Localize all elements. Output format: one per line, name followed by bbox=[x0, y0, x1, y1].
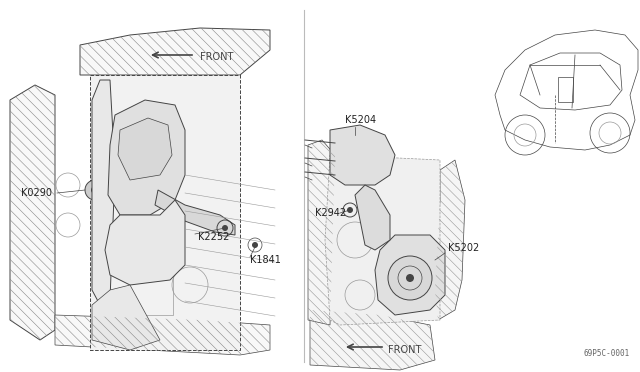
Polygon shape bbox=[108, 100, 185, 215]
Text: K0290: K0290 bbox=[21, 188, 52, 198]
Polygon shape bbox=[308, 140, 335, 325]
Polygon shape bbox=[355, 185, 390, 250]
Polygon shape bbox=[310, 310, 435, 370]
Text: FRONT: FRONT bbox=[200, 52, 234, 62]
Text: K1841: K1841 bbox=[250, 255, 281, 265]
Polygon shape bbox=[55, 315, 270, 355]
Polygon shape bbox=[10, 85, 55, 340]
Text: K5202: K5202 bbox=[448, 243, 479, 253]
Polygon shape bbox=[118, 118, 172, 180]
Polygon shape bbox=[105, 200, 185, 285]
Polygon shape bbox=[10, 85, 55, 340]
Polygon shape bbox=[80, 28, 270, 75]
Polygon shape bbox=[92, 285, 160, 350]
Bar bbox=[108, 265, 173, 315]
Circle shape bbox=[388, 256, 432, 300]
Text: FRONT: FRONT bbox=[388, 345, 421, 355]
Polygon shape bbox=[325, 155, 440, 325]
Polygon shape bbox=[155, 190, 235, 235]
Circle shape bbox=[406, 274, 414, 282]
Polygon shape bbox=[55, 315, 270, 355]
Bar bbox=[558, 77, 573, 102]
Text: K2252: K2252 bbox=[198, 232, 229, 242]
Polygon shape bbox=[80, 28, 270, 75]
Circle shape bbox=[91, 186, 99, 194]
Polygon shape bbox=[92, 80, 115, 305]
Text: 69P5C-0001: 69P5C-0001 bbox=[584, 349, 630, 358]
Text: K2942: K2942 bbox=[315, 208, 346, 218]
Circle shape bbox=[347, 207, 353, 213]
Polygon shape bbox=[330, 125, 395, 185]
Circle shape bbox=[85, 180, 105, 200]
Polygon shape bbox=[435, 160, 465, 320]
Polygon shape bbox=[375, 235, 445, 315]
Circle shape bbox=[252, 242, 258, 248]
Circle shape bbox=[222, 225, 228, 231]
Polygon shape bbox=[435, 160, 465, 320]
Polygon shape bbox=[90, 75, 240, 350]
Text: K5204: K5204 bbox=[345, 115, 376, 125]
Polygon shape bbox=[308, 140, 335, 325]
Polygon shape bbox=[310, 310, 435, 370]
